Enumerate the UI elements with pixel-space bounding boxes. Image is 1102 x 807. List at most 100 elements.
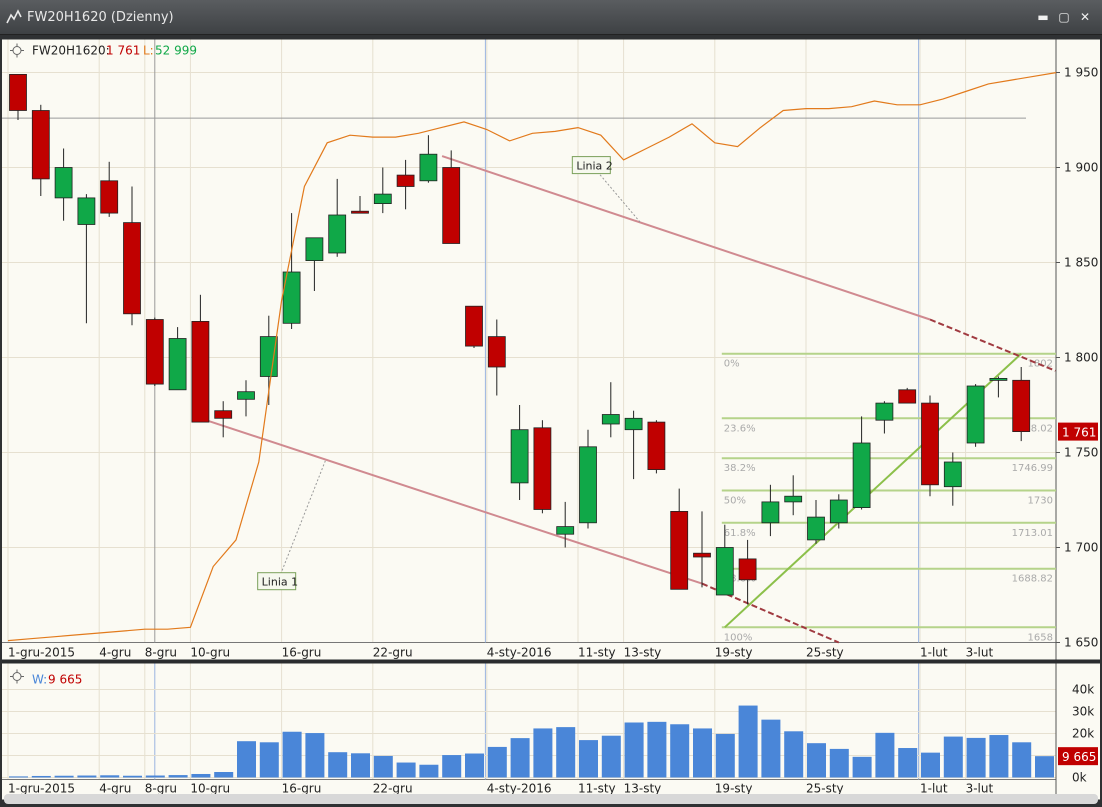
volume-bar <box>601 735 621 778</box>
volume-bar <box>715 733 735 778</box>
volume-bar <box>396 762 416 778</box>
candle-body <box>282 271 301 324</box>
date-tick-label: 4-gru <box>99 646 131 660</box>
volume-bar <box>77 775 97 778</box>
volume-tick-label: 40k <box>1072 683 1094 697</box>
legend-symbol: FW20H1620: <box>32 44 110 58</box>
volume-bar <box>875 732 895 778</box>
minimize-button[interactable]: ▬ <box>1037 10 1049 24</box>
price-panel <box>2 39 1100 660</box>
date-tick-label: 22-gru <box>373 646 413 660</box>
volume-legend-prefix: W: <box>32 673 47 687</box>
volume-bar <box>829 748 849 778</box>
volume-date-tick-label: 25-sty <box>806 782 844 796</box>
candle-body <box>921 402 939 486</box>
price-legend: FW20H1620: 1 761 L: 52 999 <box>10 43 197 58</box>
volume-date-tick-label: 13-sty <box>624 782 662 796</box>
price-tick-label: 1 800 <box>1064 351 1098 365</box>
volume-bar <box>305 733 325 778</box>
candle-body <box>373 193 392 205</box>
candle-body <box>465 305 483 347</box>
trendline <box>441 155 931 321</box>
volume-bar <box>419 764 439 778</box>
candle-body <box>1012 379 1031 432</box>
moving-average <box>7 71 1057 642</box>
volume-bar <box>784 731 804 778</box>
volume-bar <box>487 746 507 778</box>
candle-body <box>807 516 825 541</box>
price-tick-label: 1 650 <box>1064 636 1098 650</box>
horizontal-scrollbar[interactable] <box>4 794 1098 804</box>
volume-bar <box>807 743 826 778</box>
last-price-tag <box>1058 422 1098 441</box>
candle-body <box>601 414 620 425</box>
volume-bar <box>852 756 872 778</box>
volume-bar <box>9 776 28 778</box>
candle-body <box>9 74 27 111</box>
crosshair-icon[interactable] <box>10 669 24 684</box>
candle-body <box>145 319 164 385</box>
volume-legend: W: 9 665 <box>10 669 82 687</box>
fib-level-pct: 50% <box>724 496 746 507</box>
fib-level-pct: 23.6% <box>724 423 756 434</box>
volume-bar <box>556 727 576 778</box>
volume-date-tick-label: 4-sty-2016 <box>487 782 552 796</box>
candle-body <box>738 558 757 581</box>
candle-body <box>624 417 643 431</box>
date-tick-label: 25-sty <box>806 646 844 660</box>
volume-bar <box>1035 756 1054 778</box>
volume-tick-label: 20k <box>1072 727 1094 741</box>
candle-body <box>237 391 255 400</box>
fib-level-pct: 61.8% <box>724 528 756 539</box>
trendline-leader <box>591 165 641 223</box>
candle-body <box>693 552 711 558</box>
volume-bar <box>898 748 918 778</box>
date-tick-label: 19-sty <box>715 646 753 660</box>
price-tick-label: 1 700 <box>1064 541 1098 555</box>
volume-bar <box>670 724 690 778</box>
fib-level-pct: 38.2% <box>724 463 756 474</box>
candle-body <box>875 402 894 421</box>
volume-tick-label: 30k <box>1072 705 1094 719</box>
axes: 1 950 1 900 1 850 1 800 1 750 1 700 1 650 1-gru… <box>8 66 1098 796</box>
volume-bar <box>259 742 279 778</box>
candle-body <box>966 385 985 444</box>
last-volume-tag <box>1058 747 1098 766</box>
legend-close: 1 761 <box>106 44 140 58</box>
volume-bar <box>442 755 462 778</box>
candle-body <box>100 180 119 214</box>
volume-bar <box>237 741 256 778</box>
candle-body <box>396 174 415 187</box>
candle-body <box>54 167 73 199</box>
volume-date-tick-label: 16-gru <box>282 782 322 796</box>
close-button[interactable]: ✕ <box>1079 10 1091 24</box>
candle-body <box>670 510 689 590</box>
trendline <box>200 417 703 585</box>
date-tick-label: 11-sty <box>578 646 616 660</box>
candle-body <box>168 338 187 391</box>
candle-body <box>647 421 666 471</box>
volume-bar <box>647 721 667 778</box>
trendlines[interactable]: Linia 1 Linia 2 <box>200 155 1056 644</box>
date-tick-label: 10-gru <box>190 646 230 660</box>
candle-body <box>442 167 461 244</box>
maximize-button[interactable]: ▢ <box>1058 10 1070 24</box>
panel-divider <box>2 659 1100 664</box>
fibonacci-retracement[interactable]: 0%180223.6%1768.0238.2%1746.9950%173061.… <box>721 352 1056 644</box>
volume-bar <box>761 719 781 778</box>
trendline-label: Linia 1 <box>262 576 298 589</box>
candle-body <box>943 461 962 488</box>
fib-level-value: 1746.99 <box>1012 463 1053 474</box>
volume-bar <box>328 752 348 778</box>
volume-bar <box>54 775 74 778</box>
crosshair-icon[interactable] <box>10 43 24 58</box>
price-tick-label: 1 850 <box>1064 256 1098 270</box>
volume-date-tick-label: 8-gru <box>145 782 177 796</box>
trendline-leader <box>277 459 327 582</box>
price-volume-chart[interactable]: 0%180223.6%1768.0238.2%1746.9950%173061.… <box>2 34 1100 805</box>
volume-bar <box>145 775 165 778</box>
title-bar[interactable]: FW20H1620 (Dzienny) ▬ ▢ ✕ <box>0 0 1102 35</box>
price-grid <box>2 39 1056 643</box>
fib-level-pct: 100% <box>724 632 753 643</box>
